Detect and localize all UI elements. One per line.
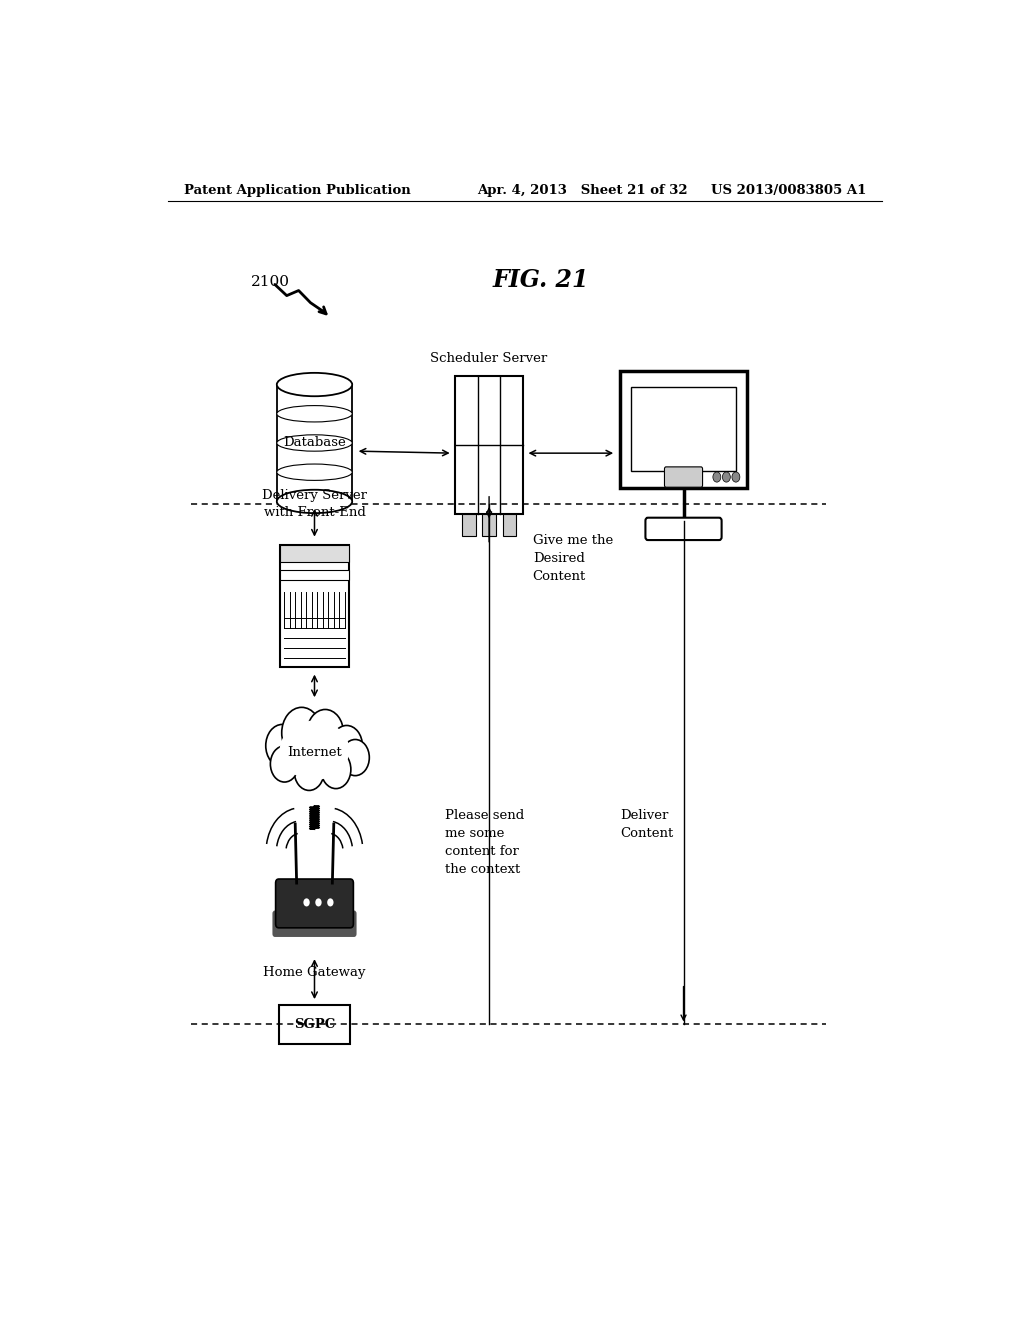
Text: FIG. 21: FIG. 21 [493, 268, 589, 292]
Circle shape [315, 899, 322, 907]
Ellipse shape [280, 721, 349, 780]
Circle shape [328, 899, 334, 907]
Text: Please send
me some
content for
the context: Please send me some content for the cont… [445, 809, 524, 876]
Bar [503, 513, 516, 536]
Text: Patent Application Publication: Patent Application Publication [183, 185, 411, 198]
Circle shape [732, 473, 740, 482]
Text: 2100: 2100 [251, 276, 290, 289]
FancyBboxPatch shape [272, 911, 356, 937]
Circle shape [341, 739, 370, 776]
Text: Give me the
Desired
Content: Give me the Desired Content [532, 535, 613, 583]
Bar [280, 545, 349, 667]
Circle shape [331, 726, 362, 766]
Circle shape [713, 473, 721, 482]
Ellipse shape [276, 490, 352, 513]
FancyBboxPatch shape [275, 879, 353, 928]
Text: Deliver
Content: Deliver Content [620, 809, 674, 840]
FancyBboxPatch shape [645, 517, 722, 540]
Text: Internet: Internet [287, 747, 342, 759]
Text: Scheduler Server: Scheduler Server [430, 352, 548, 366]
Bar [456, 376, 523, 513]
Ellipse shape [276, 372, 352, 396]
Bar [482, 513, 496, 536]
Circle shape [303, 899, 309, 907]
Bar [462, 513, 475, 536]
Bar [280, 545, 349, 562]
Text: Apr. 4, 2013   Sheet 21 of 32: Apr. 4, 2013 Sheet 21 of 32 [477, 185, 688, 198]
Circle shape [321, 750, 351, 788]
Ellipse shape [276, 465, 352, 480]
Circle shape [307, 709, 343, 756]
Ellipse shape [276, 405, 352, 422]
Text: US 2013/0083805 A1: US 2013/0083805 A1 [711, 185, 866, 198]
Bar [632, 387, 735, 471]
Circle shape [282, 708, 322, 759]
Bar [280, 570, 349, 581]
Circle shape [294, 752, 324, 791]
Text: Home Gateway: Home Gateway [263, 966, 366, 979]
Text: Delivery Server
with Front-End: Delivery Server with Front-End [262, 490, 367, 519]
Bar [276, 384, 352, 502]
FancyBboxPatch shape [620, 371, 748, 488]
Bar [279, 1005, 350, 1044]
Circle shape [266, 725, 299, 767]
Text: SGPC: SGPC [294, 1018, 335, 1031]
Text: Database: Database [283, 437, 346, 450]
FancyBboxPatch shape [665, 467, 702, 487]
Circle shape [270, 746, 299, 781]
Circle shape [722, 473, 730, 482]
Ellipse shape [276, 434, 352, 451]
